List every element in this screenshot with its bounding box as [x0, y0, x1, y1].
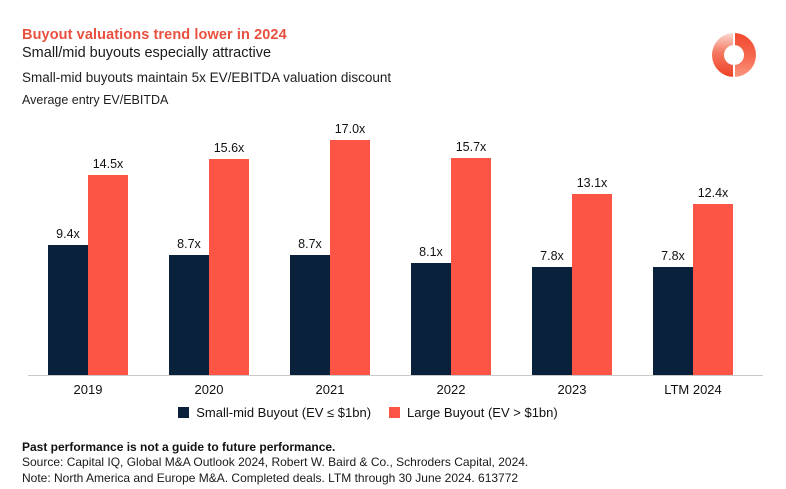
bar-value-label-large-2021: 17.0x — [334, 122, 366, 136]
x-axis-label-2023: 2023 — [557, 382, 587, 397]
bar-large-2019 — [88, 175, 128, 375]
x-axis-label-2021: 2021 — [315, 382, 345, 397]
bar-value-label-large-ltm-2024: 12.4x — [697, 186, 729, 200]
bar-large-ltm-2024 — [693, 204, 733, 375]
x-axis-label-2022: 2022 — [436, 382, 466, 397]
bar-small-mid-2020 — [169, 255, 209, 375]
bar-small-mid-2022 — [411, 263, 451, 375]
chart-legend: Small-mid Buyout (EV ≤ $1bn) Large Buyout… — [0, 405, 786, 420]
bar-value-label-large-2020: 15.6x — [213, 141, 245, 155]
bar-value-label-small-mid-2020: 8.7x — [177, 237, 201, 251]
x-axis-label-2020: 2020 — [194, 382, 224, 397]
chart-heading: Small-mid buyouts maintain 5x EV/EBITDA … — [22, 70, 392, 85]
bar-large-2020 — [209, 159, 249, 375]
footer-source: Source: Capital IQ, Global M&A Outlook 2… — [22, 455, 529, 470]
schroders-capital-ring-logo-icon — [712, 32, 756, 78]
footer-note: Note: North America and Europe M&A. Comp… — [22, 470, 519, 485]
bar-value-label-small-mid-2021: 8.7x — [298, 237, 322, 251]
bar-large-2021 — [330, 140, 370, 375]
x-axis-label-ltm-2024: LTM 2024 — [664, 382, 722, 397]
x-axis-label-2019: 2019 — [73, 382, 103, 397]
axis-unit-label: Average entry EV/EBITDA — [22, 93, 169, 107]
bar-value-label-small-mid-2023: 7.8x — [540, 249, 564, 263]
bar-value-label-small-mid-2022: 8.1x — [419, 245, 443, 259]
legend-item-small-mid: Small-mid Buyout (EV ≤ $1bn) — [178, 405, 371, 420]
legend-label-large: Large Buyout (EV > $1bn) — [407, 405, 558, 420]
legend-label-small-mid: Small-mid Buyout (EV ≤ $1bn) — [196, 405, 372, 420]
legend-swatch-icon-small-mid — [178, 407, 190, 418]
plot-area: 9.4x 14.5x 8.7x 15.6x 8.7x 17.0x 8.1x 15.7x 7.8x… — [48, 122, 733, 375]
legend-item-large: Large Buyout (EV > $1bn) — [389, 405, 558, 420]
page-subtitle: Small/mid buyouts especially attractive — [22, 45, 272, 61]
bar-large-2022 — [451, 158, 491, 375]
legend-swatch-icon-large — [389, 407, 401, 418]
bar-value-label-large-2023: 13.1x — [576, 176, 608, 190]
x-axis-line — [28, 375, 763, 376]
bar-small-mid-ltm-2024 — [653, 267, 693, 375]
page-title: Buyout valuations trend lower in 2024 — [22, 27, 287, 43]
x-axis-labels: 2019 2020 2021 2022 2023 LTM 2024 — [0, 382, 786, 400]
bar-small-mid-2023 — [532, 267, 572, 375]
footer-disclaimer: Past performance is not a guide to futur… — [22, 440, 336, 454]
footer: Past performance is not a guide to futur… — [22, 440, 528, 486]
bar-small-mid-2019 — [48, 245, 88, 375]
bar-value-label-small-mid-ltm-2024: 7.8x — [661, 249, 685, 263]
bar-value-label-large-2019: 14.5x — [92, 157, 124, 171]
bar-value-label-large-2022: 15.7x — [455, 140, 487, 154]
bar-large-2023 — [572, 194, 612, 375]
bar-small-mid-2021 — [290, 255, 330, 375]
bar-value-label-small-mid-2019: 9.4x — [56, 227, 80, 241]
